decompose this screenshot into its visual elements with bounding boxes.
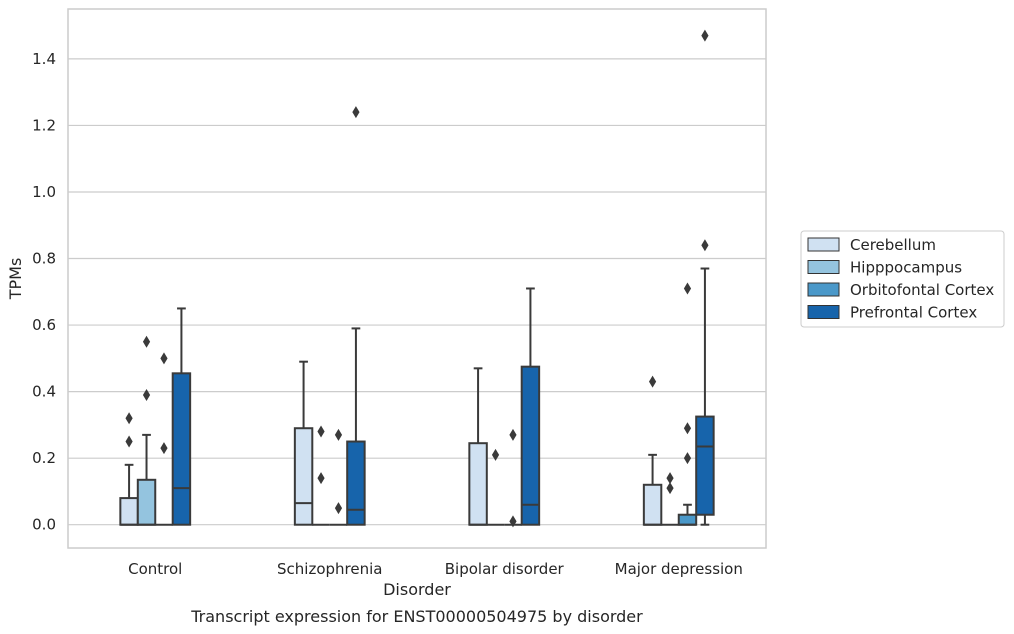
- legend-swatch: [807, 260, 840, 274]
- y-axis-ticks: 0.0 0.2 0.4 0.6 0.8 1.0 1.2 1.4: [32, 50, 56, 534]
- outlier-point: [701, 239, 709, 252]
- outlier-point: [648, 375, 657, 388]
- x-tick-label: Schizophrenia: [277, 560, 382, 578]
- box-cerebellum: [293, 360, 314, 526]
- y-tick-label: 1.2: [32, 116, 56, 134]
- legend-swatch: [807, 237, 840, 252]
- outlier-point: [334, 502, 343, 515]
- box-body: [677, 513, 698, 526]
- box-body: [520, 365, 541, 526]
- outlier-point: [509, 428, 517, 441]
- outlier-point: [317, 472, 325, 485]
- x-axis-ticks: Control Schizophrenia Bipolar disorder Majo…: [128, 560, 743, 578]
- y-tick-label: 0.2: [32, 449, 56, 467]
- legend-swatch: [807, 282, 840, 297]
- outlier-point: [125, 435, 133, 448]
- outlier-point: [160, 442, 168, 455]
- outlier-point: [352, 106, 360, 119]
- box-body: [136, 478, 157, 526]
- outlier-point: [666, 472, 674, 485]
- outlier-point: [142, 335, 151, 348]
- box-body: [293, 427, 314, 526]
- x-axis-title: Disorder: [383, 580, 451, 599]
- box-prefrontal-cortex: [695, 29, 715, 526]
- box-cerebellum: [119, 412, 139, 526]
- box-body: [171, 372, 192, 526]
- box-hipppocampus: [486, 448, 505, 526]
- outlier-point: [142, 388, 151, 401]
- legend-label: Orbitofontal Cortex: [850, 281, 994, 299]
- box-orbitofontal-cortex: [155, 352, 173, 526]
- box-cerebellum: [468, 367, 488, 526]
- plot-boxes: [119, 29, 715, 528]
- chart-caption: Transcript expression for ENST0000050497…: [190, 607, 643, 626]
- box-cerebellum: [642, 375, 663, 526]
- legend-label: Hipppocampus: [850, 259, 962, 277]
- box-hipppocampus: [661, 472, 679, 526]
- outlier-point: [317, 425, 325, 438]
- box-body: [468, 442, 488, 526]
- legend-items: Cerebellum Hipppocampus Orbitofontal Corte…: [807, 236, 994, 322]
- outlier-point: [666, 482, 674, 495]
- outlier-point: [334, 428, 343, 441]
- y-tick-label: 1.4: [32, 50, 56, 68]
- box-body: [119, 497, 139, 526]
- legend-frame: [800, 230, 1005, 328]
- outlier-point: [509, 515, 517, 528]
- y-axis-title: TPMs: [6, 258, 25, 301]
- box-hipppocampus: [312, 425, 330, 526]
- box-hipppocampus: [136, 335, 157, 526]
- plot-area-frame: [67, 8, 767, 549]
- box-orbitofontal-cortex: [329, 428, 348, 526]
- outlier-point: [125, 412, 133, 425]
- x-tick-label: Control: [128, 560, 182, 578]
- box-prefrontal-cortex: [520, 287, 541, 526]
- x-tick-label: Major depression: [615, 560, 743, 578]
- outlier-point: [683, 422, 692, 435]
- outlier-point: [701, 29, 709, 42]
- box-prefrontal-cortex: [171, 307, 192, 526]
- box-body: [346, 440, 366, 526]
- y-tick-label: 0.0: [32, 516, 56, 534]
- box-prefrontal-cortex: [346, 106, 366, 526]
- legend-swatch: [807, 305, 840, 319]
- y-tick-label: 0.4: [32, 383, 56, 401]
- legend-label: Prefrontal Cortex: [850, 304, 977, 322]
- box-orbitofontal-cortex: [677, 282, 698, 526]
- legend-label: Cerebellum: [850, 236, 936, 254]
- outlier-point: [160, 352, 168, 365]
- y-tick-label: 0.8: [32, 250, 56, 268]
- y-tick-label: 0.6: [32, 316, 56, 334]
- outlier-point: [683, 282, 692, 295]
- box-body: [695, 415, 715, 516]
- legend: Cerebellum Hipppocampus Orbitofontal Corte…: [800, 230, 1005, 328]
- outlier-point: [683, 452, 692, 465]
- outlier-point: [491, 448, 500, 461]
- box-body: [642, 483, 663, 526]
- box-orbitofontal-cortex: [504, 428, 522, 528]
- y-tick-label: 1.0: [32, 183, 56, 201]
- x-tick-label: Bipolar disorder: [445, 560, 565, 578]
